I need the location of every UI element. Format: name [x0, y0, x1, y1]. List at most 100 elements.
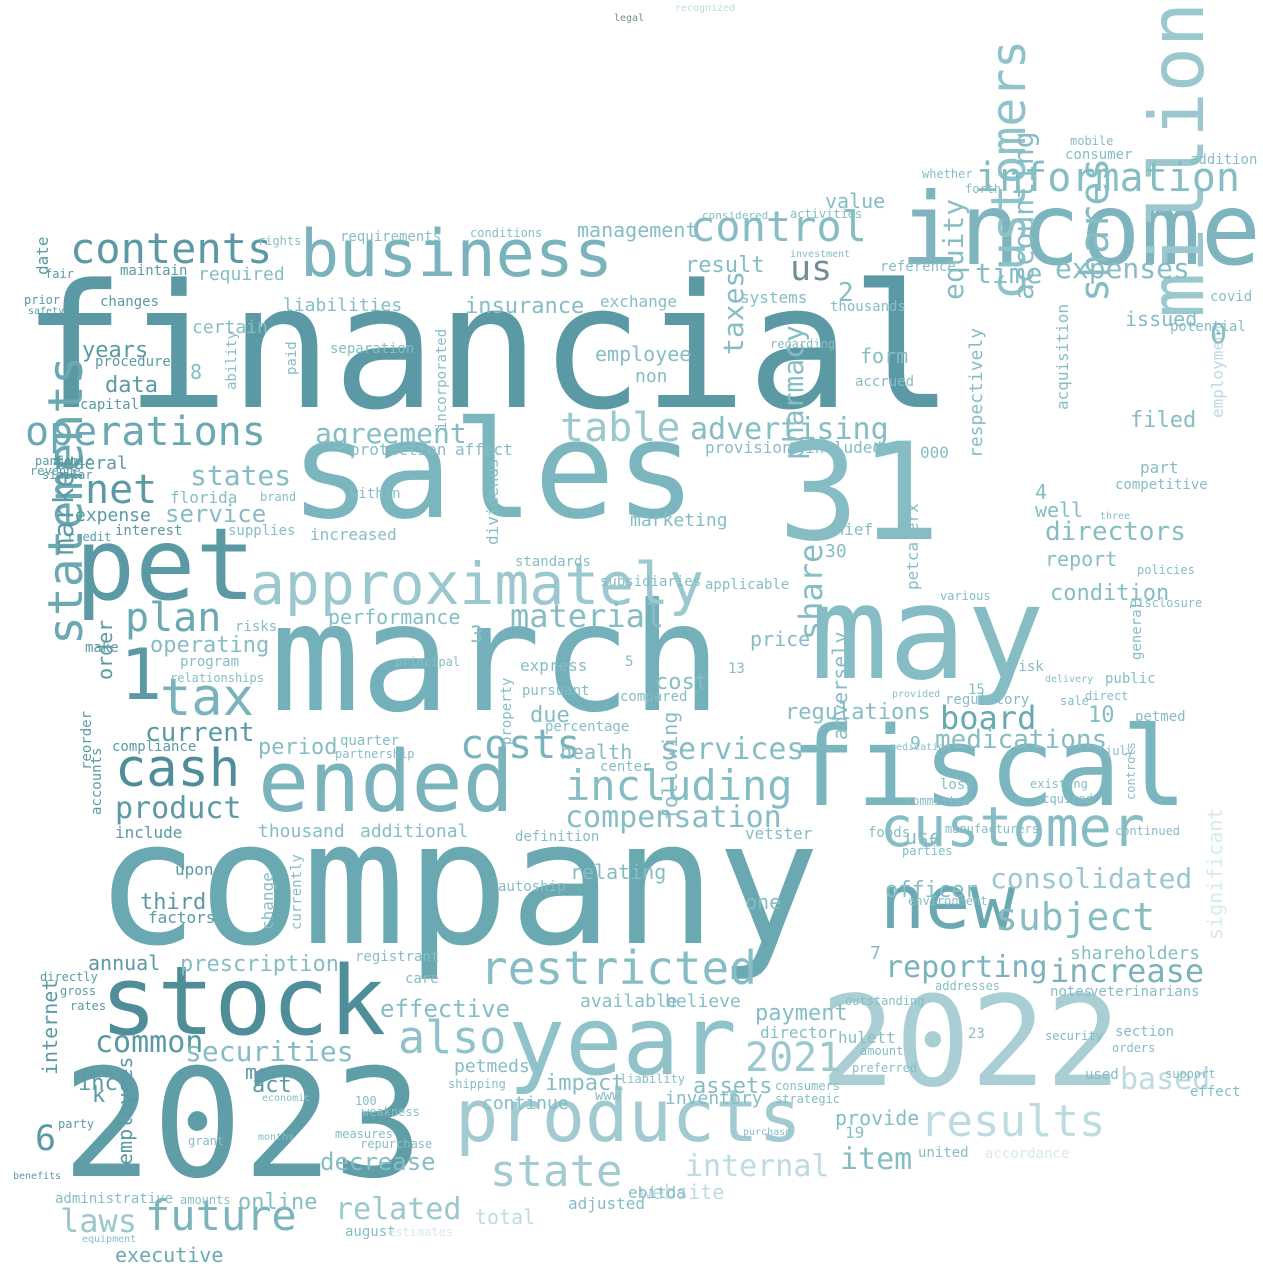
word-pursuant: pursuant: [522, 683, 590, 699]
word-prescription: prescription: [180, 952, 339, 977]
word-8: 8: [190, 360, 203, 384]
word-impact: impact: [545, 1071, 625, 1096]
word-committee: committee: [905, 794, 971, 808]
word-environment: environment: [908, 894, 988, 908]
word-required: required: [198, 264, 285, 285]
word-similar: similar: [42, 468, 93, 482]
word-change: change: [258, 872, 277, 930]
word-income: income: [899, 171, 1261, 288]
word-capital: capital: [80, 397, 140, 413]
word-prior: prior: [24, 293, 61, 307]
word-internal: internal: [685, 1149, 830, 1184]
word-program: program: [180, 654, 240, 670]
word-services: services: [660, 732, 805, 767]
word-total: total: [475, 1205, 536, 1229]
word-veterinarians: veterinarians: [1090, 984, 1200, 1000]
word-10: 10: [1088, 703, 1115, 728]
word-performance: performance: [328, 605, 461, 629]
word-result: result: [685, 253, 765, 278]
word-public: public: [1105, 671, 1156, 687]
word-9: 9: [910, 733, 921, 754]
word-investment: investment: [790, 249, 851, 260]
word-employee: employee: [595, 342, 692, 366]
word-addresses: addresses: [935, 979, 1001, 993]
word-ability: ability: [224, 330, 240, 390]
word-issued: issued: [1125, 307, 1198, 331]
word-regulatory: regulatory: [945, 692, 1030, 708]
word-mr: mr: [245, 1060, 270, 1084]
word-parties: parties: [902, 844, 953, 858]
word-incorporated: incorporated: [434, 328, 450, 430]
word-july: july: [1105, 744, 1134, 758]
word-covid: covid: [1210, 289, 1253, 305]
word-gross: gross: [60, 984, 97, 998]
word-employees: employees: [113, 1056, 137, 1165]
word-accordance: accordance: [985, 1146, 1070, 1162]
word-share: share: [792, 543, 830, 640]
word-compensation: compensation: [565, 800, 782, 835]
word-express: express: [520, 656, 588, 675]
word-marketing: marketing: [630, 510, 728, 531]
word-equipment: equipment: [82, 1234, 137, 1245]
word-securities: securities: [185, 1035, 354, 1068]
word-provide: provide: [835, 1106, 920, 1130]
word-additional: additional: [360, 821, 469, 842]
word-23: 23: [968, 1026, 985, 1042]
word-related: related: [335, 1192, 462, 1227]
word-director: director: [760, 1023, 838, 1042]
word-product: product: [115, 791, 242, 826]
word-grant: grant: [188, 1134, 225, 1148]
word-officer: officer: [885, 878, 978, 903]
word-tax: tax: [160, 668, 254, 728]
word-thousand: thousand: [258, 821, 345, 842]
word-united: united: [918, 1145, 969, 1161]
word-systems: systems: [740, 288, 808, 307]
word-risks: risks: [235, 619, 278, 635]
word-service: service: [165, 500, 267, 528]
word-subsidiaries: subsidiaries: [600, 574, 702, 590]
word-quarter: quarter: [340, 733, 400, 749]
word-item: item: [840, 1142, 913, 1177]
word-include: include: [115, 823, 183, 842]
word-increase: increase: [1050, 952, 1205, 990]
word-amount: amount: [860, 1044, 904, 1058]
word-factors: factors: [148, 908, 216, 927]
word-notes: notes: [1050, 984, 1093, 1000]
word-definition: definition: [515, 829, 600, 845]
word-orders: orders: [1112, 1041, 1156, 1055]
word-well: well: [1035, 498, 1084, 522]
word-control: control: [690, 202, 868, 251]
word-future: future: [145, 1191, 297, 1240]
word-party: party: [58, 1117, 95, 1131]
word-percentage: percentage: [545, 719, 630, 735]
word-legal: legal: [614, 13, 645, 24]
word-time: time: [975, 257, 1043, 290]
word-credit: credit: [68, 530, 112, 544]
word-www: www: [595, 1088, 621, 1104]
word-2022: 2022: [820, 970, 1122, 1115]
word-repurchase: repurchase: [360, 1137, 433, 1151]
word-agreement: agreement: [315, 417, 467, 450]
word-13: 13: [728, 661, 745, 677]
word-results: results: [920, 1096, 1106, 1147]
word-requirements: requirements: [340, 229, 442, 245]
word-economic: economic: [262, 1093, 311, 1104]
word-rates: rates: [70, 999, 107, 1013]
word-may: may: [810, 557, 1045, 709]
word-3: 3: [470, 623, 484, 648]
word-delivery: delivery: [1045, 674, 1094, 685]
word-common: common: [95, 1025, 204, 1060]
word-center: center: [600, 759, 651, 775]
word-foods: foods: [868, 825, 911, 841]
word-petcarerx: petcarerx: [903, 503, 922, 590]
word-1: 1: [120, 634, 163, 716]
word-sale: sale: [1060, 694, 1089, 708]
word-vetster: vetster: [745, 824, 813, 843]
word-business: business: [300, 217, 614, 292]
word-weakness: weakness: [362, 1105, 420, 1119]
word-supplies: supplies: [228, 523, 296, 539]
word-activities: activities: [790, 207, 863, 221]
word-years: years: [82, 338, 149, 363]
word-operations: operations: [25, 409, 266, 455]
